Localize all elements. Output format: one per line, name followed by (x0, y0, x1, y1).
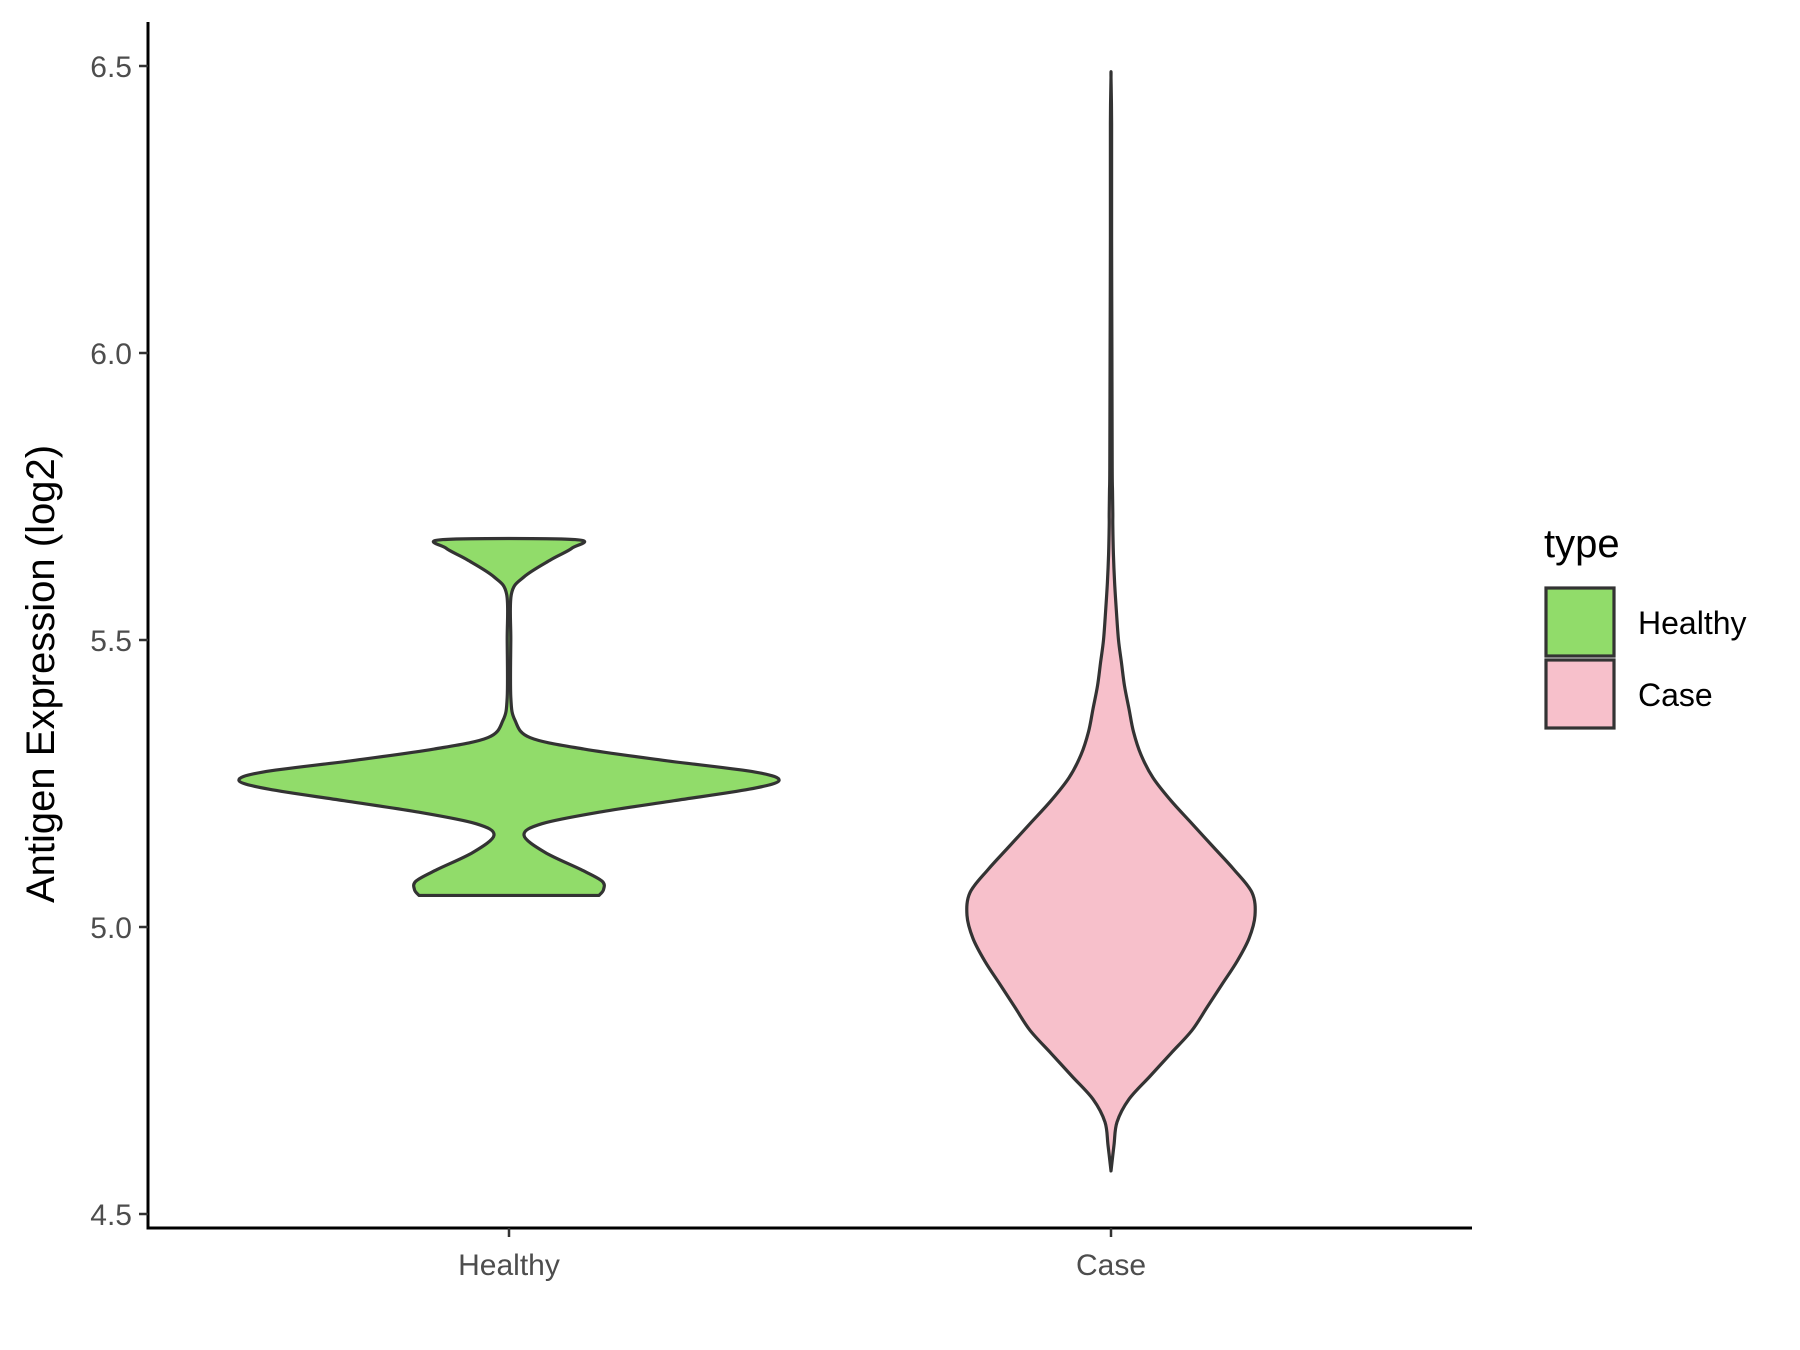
y-tick-label: 5.5 (90, 625, 132, 658)
x-tick-label: Healthy (458, 1249, 560, 1282)
violin-case (965, 70, 1257, 1173)
legend-key-case (1544, 658, 1616, 730)
axes: 4.5 5.0 5.5 6.0 6.5 Healthy Case Antigen Expres… (19, 22, 1472, 1282)
legend-label-case: Case (1638, 677, 1713, 713)
y-tick-label: 6.5 (90, 51, 132, 84)
legend-label-healthy: Healthy (1638, 605, 1747, 641)
y-tick-label: 4.5 (90, 1199, 132, 1232)
y-tick-label: 5.0 (90, 912, 132, 945)
violin-layer (237, 70, 1257, 1173)
legend-title: type (1544, 522, 1620, 566)
violin-healthy (237, 536, 781, 898)
x-tick-label: Case (1076, 1249, 1146, 1282)
y-axis-title: Antigen Expression (log2) (19, 445, 63, 903)
legend: type Healthy Case (1544, 522, 1747, 730)
legend-key-healthy (1544, 586, 1616, 658)
y-tick-label: 6.0 (90, 338, 132, 371)
